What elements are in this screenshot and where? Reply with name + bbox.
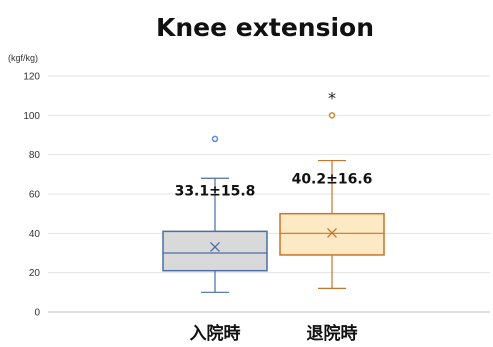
chart-title: Knee extension [156,13,374,42]
gridlines [48,75,490,313]
y-tick-label: 120 [23,72,40,83]
data-label: 33.1±15.8 [175,183,256,199]
box [162,230,268,272]
box [279,212,385,256]
boxes: 33.1±15.8 40.2±16.6 * [162,88,385,293]
significance-marker: * [328,88,336,107]
outlier-point [211,135,219,143]
y-tick-label: 100 [23,111,40,122]
box-group: 40.2±16.6 * [279,88,385,289]
y-axis-unit-label: (kgf/kg) [8,53,38,63]
category-label: 退院時 [307,323,358,344]
outlier-point [328,112,336,119]
mean-marker [327,227,337,238]
data-label: 40.2±16.6 [292,172,373,188]
y-tick-label: 0 [34,308,40,319]
mean-marker [210,241,220,252]
y-tick-label: 20 [29,268,41,279]
y-tick-label: 60 [29,190,41,201]
category-labels: 入院時 退院時 [190,323,358,344]
y-tick-label: 80 [29,150,41,161]
box-group: 33.1±15.8 [162,135,268,293]
y-tick-label: 40 [29,229,41,240]
category-label: 入院時 [190,323,241,344]
y-axis-ticks: 0 20 40 60 80 100 120 [23,72,40,319]
